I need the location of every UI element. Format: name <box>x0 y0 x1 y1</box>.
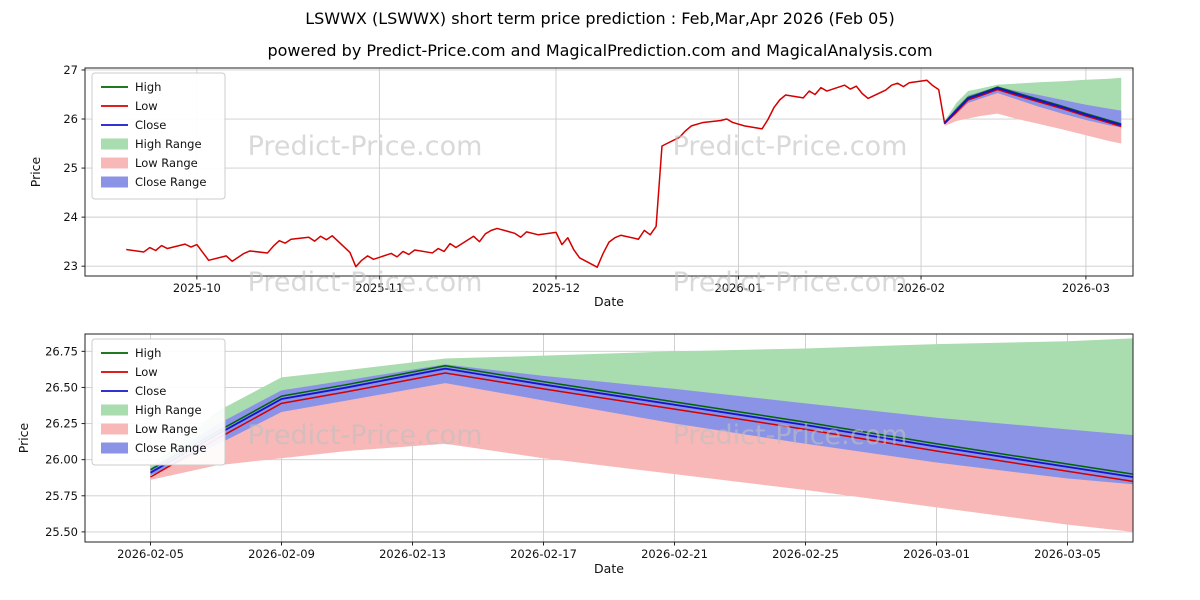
x-tick-label: 2026-03 <box>1062 281 1110 295</box>
series-high-line <box>150 365 1134 475</box>
y-tick-label: 26.50 <box>45 380 78 394</box>
watermark: Predict-Price.com Predict-Price.com <box>248 420 908 451</box>
band-close-range <box>150 364 1133 485</box>
band-close-range <box>944 86 1122 128</box>
legend-label-low-range: Low Range <box>135 156 198 170</box>
legend-swatch-low-range <box>101 157 128 169</box>
plot-border <box>84 333 1134 543</box>
x-tick-label: 2026-02 <box>897 281 945 295</box>
legend: High Low Close High Range Low Range Close Ran… <box>91 338 226 466</box>
grid <box>85 68 1133 276</box>
y-axis-label: Price <box>16 422 31 453</box>
y-tick-label: 25.75 <box>45 489 78 503</box>
x-tick-label: 2026-03-01 <box>903 547 970 561</box>
y-axis-label: Price <box>28 156 43 187</box>
price-history-chart: 2025-10 2025-11 2025-12 2026-01 2026-02 2026-… <box>28 63 1134 309</box>
chart-subtitle: powered by Predict-Price.com and Magical… <box>267 41 933 60</box>
x-tick-label: 2026-02-25 <box>772 547 839 561</box>
x-tick-label: 2025-12 <box>532 281 580 295</box>
y-axis: 25.50 25.75 26.00 26.25 26.50 26.75 Price <box>16 344 85 539</box>
series-close-line <box>943 87 1122 126</box>
legend-label-low: Low <box>135 365 158 379</box>
y-axis: 23 24 25 26 27 Price <box>28 63 85 273</box>
x-tick-label: 2026-02-05 <box>117 547 184 561</box>
x-axis-label: Date <box>594 294 624 309</box>
legend-label-high-range: High Range <box>135 403 202 417</box>
legend-swatch-close-range <box>101 442 128 454</box>
legend-swatch-high-range <box>101 404 128 416</box>
legend-label-high: High <box>135 80 161 94</box>
y-tick-label: 26.25 <box>45 417 78 431</box>
x-tick-label: 2025-11 <box>355 281 403 295</box>
watermark-text: Predict-Price.com <box>248 420 483 451</box>
legend-label-low: Low <box>135 99 158 113</box>
legend-label-close-range: Close Range <box>135 441 206 455</box>
series-close-line <box>150 367 1134 478</box>
watermark-text: Predict-Price.com <box>673 131 908 162</box>
x-axis: 2025-10 2025-11 2025-12 2026-01 2026-02 2026-… <box>173 276 1110 309</box>
legend-label-close: Close <box>135 118 166 132</box>
x-tick-label: 2026-02-17 <box>510 547 577 561</box>
watermark-text: Predict-Price.com <box>673 420 908 451</box>
band-high-range <box>150 338 1133 475</box>
y-tick-label: 23 <box>63 259 78 273</box>
y-tick-label: 26.75 <box>45 344 78 358</box>
x-tick-label: 2026-01 <box>714 281 762 295</box>
series-low-line <box>150 372 1134 483</box>
chart-title: LSWWX (LSWWX) short term price predictio… <box>305 9 895 28</box>
watermark-text: Predict-Price.com <box>248 131 483 162</box>
prediction-detail-chart: 2026-02-05 2026-02-09 2026-02-13 2026-02-17… <box>16 333 1134 576</box>
x-tick-label: 2026-02-13 <box>379 547 446 561</box>
x-tick-label: 2025-10 <box>173 281 221 295</box>
plot-border <box>84 67 1134 277</box>
legend-label-high-range: High Range <box>135 137 202 151</box>
band-low-range <box>150 373 1133 532</box>
legend-label-close-range: Close Range <box>135 175 206 189</box>
y-tick-label: 25.50 <box>45 525 78 539</box>
series-low-line <box>126 79 1122 268</box>
x-axis-label: Date <box>594 561 624 576</box>
legend: High Low Close High Range Low Range Close Ran… <box>91 72 226 200</box>
legend-swatch-low-range <box>101 423 128 435</box>
y-tick-label: 26 <box>63 112 78 126</box>
y-tick-label: 24 <box>63 210 78 224</box>
x-axis: 2026-02-05 2026-02-09 2026-02-13 2026-02-17… <box>117 542 1101 576</box>
y-tick-label: 26.00 <box>45 453 78 467</box>
watermark-text: Predict-Price.com <box>248 267 483 298</box>
y-tick-label: 25 <box>63 161 78 175</box>
x-tick-label: 2026-02-09 <box>248 547 315 561</box>
band-low-range <box>944 89 1122 144</box>
y-tick-label: 27 <box>63 63 78 77</box>
legend-swatch-high-range <box>101 138 128 150</box>
legend-swatch-close-range <box>101 176 128 188</box>
watermark-text: Predict-Price.com <box>673 267 908 298</box>
legend-label-close: Close <box>135 384 166 398</box>
x-tick-label: 2026-02-21 <box>641 547 708 561</box>
x-tick-label: 2026-03-05 <box>1034 547 1101 561</box>
watermark: Predict-Price.com Predict-Price.com Predic… <box>248 131 908 298</box>
legend-label-low-range: Low Range <box>135 422 198 436</box>
legend-label-high: High <box>135 346 161 360</box>
